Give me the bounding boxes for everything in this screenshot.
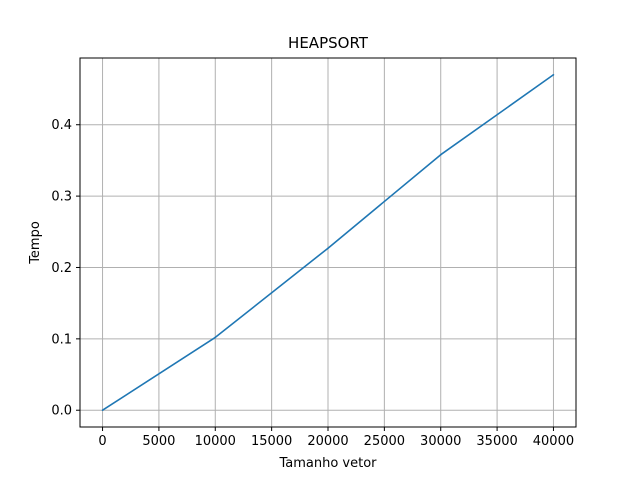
x-tick-label: 10000 xyxy=(195,434,236,449)
y-tick-label: 0.2 xyxy=(51,261,72,276)
y-tick-label: 0.1 xyxy=(51,332,72,347)
data-point xyxy=(101,409,104,412)
x-axis-label: Tamanho vetor xyxy=(278,456,377,471)
x-tick-label: 15000 xyxy=(251,434,292,449)
x-tick-label: 40000 xyxy=(533,434,574,449)
data-point xyxy=(327,247,329,250)
grid xyxy=(80,58,576,427)
data-point xyxy=(214,336,217,339)
y-tick-label: 0.4 xyxy=(51,118,72,133)
x-tick-label: 5000 xyxy=(142,434,175,449)
x-tick-label: 35000 xyxy=(476,434,517,449)
x-tick-label: 20000 xyxy=(307,434,348,449)
series-layer xyxy=(101,73,555,412)
ticks: 0 5000 10000 15000 20000 25000 30000 35000 40000… xyxy=(51,118,574,449)
x-tick-label: 25000 xyxy=(364,434,405,449)
x-tick-label: 0 xyxy=(98,434,106,449)
x-tick-label: 30000 xyxy=(420,434,461,449)
y-tick-label: 0.3 xyxy=(51,190,72,205)
data-point xyxy=(552,73,555,76)
chart-title: HEAPSORT xyxy=(288,34,369,52)
y-axis-label: Tempo xyxy=(28,221,43,265)
y-tick-label: 0.0 xyxy=(51,404,72,419)
data-point xyxy=(439,153,442,156)
